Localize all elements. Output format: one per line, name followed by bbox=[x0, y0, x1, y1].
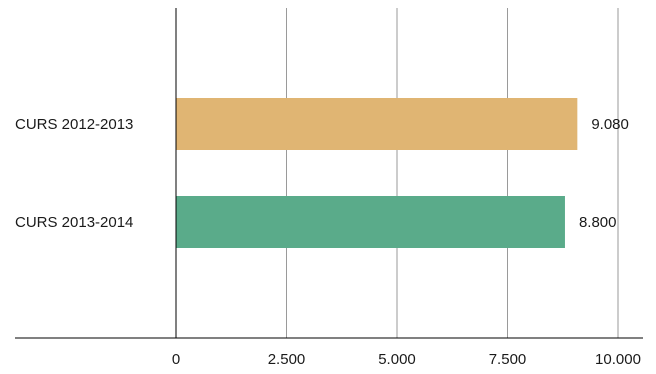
x-tick-label-4: 10.000 bbox=[595, 351, 641, 368]
x-tick-label-1: 2.500 bbox=[268, 351, 306, 368]
category-label-1: CURS 2013-2014 bbox=[15, 214, 133, 231]
x-tick-label-3: 7.500 bbox=[489, 351, 527, 368]
x-tick-label-0: 0 bbox=[172, 351, 180, 368]
data-labels: 9.080 8.800 bbox=[579, 116, 629, 231]
category-labels: CURS 2012-2013 CURS 2013-2014 bbox=[15, 116, 133, 231]
category-label-0: CURS 2012-2013 bbox=[15, 116, 133, 133]
data-label-0: 9.080 bbox=[591, 116, 629, 133]
x-tick-label-2: 5.000 bbox=[378, 351, 416, 368]
grid-lines bbox=[286, 8, 619, 338]
bars bbox=[176, 98, 578, 248]
bar-0 bbox=[176, 98, 578, 150]
data-label-1: 8.800 bbox=[579, 214, 617, 231]
x-tick-labels: 0 2.500 5.000 7.500 10.000 bbox=[172, 351, 641, 368]
bar-1 bbox=[176, 196, 565, 248]
